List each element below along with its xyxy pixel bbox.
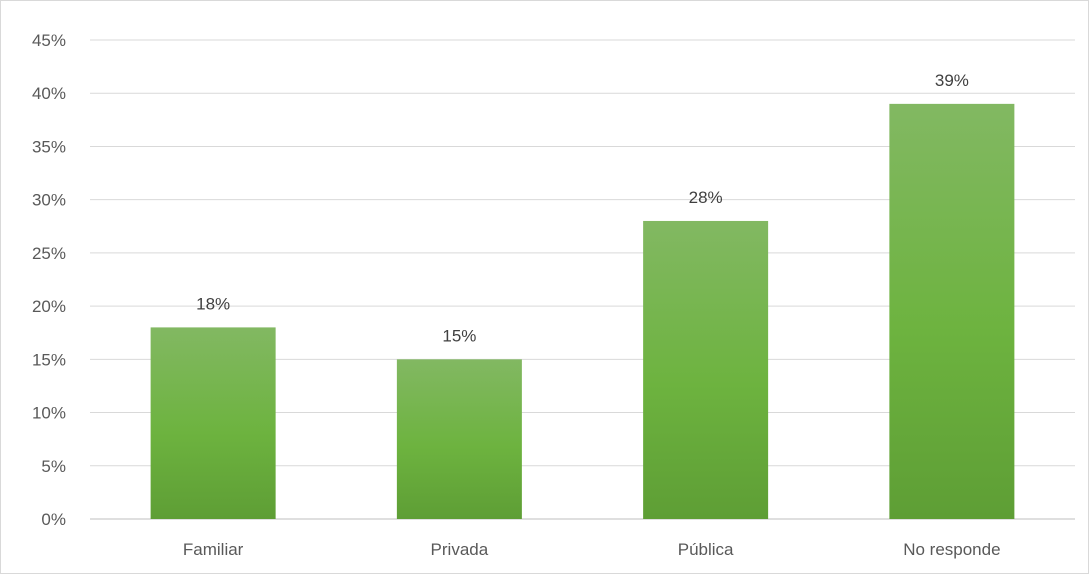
data-label: 39% <box>935 71 969 90</box>
y-tick-label: 5% <box>41 457 66 476</box>
x-axis-categories: Familiar Privada Pública No responde <box>183 540 1001 559</box>
category-label: Privada <box>431 540 489 559</box>
y-tick-label: 30% <box>32 191 66 210</box>
y-tick-label: 25% <box>32 244 66 263</box>
y-axis-ticks: 0% 5% 10% 15% 20% 25% 30% 35% 40% 45% <box>32 31 66 529</box>
y-tick-label: 0% <box>41 510 66 529</box>
bar <box>150 327 276 519</box>
bar <box>643 220 769 519</box>
data-label: 18% <box>196 294 230 313</box>
y-tick-label: 20% <box>32 297 66 316</box>
y-tick-label: 15% <box>32 350 66 369</box>
category-label: No responde <box>903 540 1000 559</box>
y-tick-label: 45% <box>32 31 66 50</box>
bar <box>396 359 522 519</box>
category-label: Familiar <box>183 540 244 559</box>
bars <box>150 103 1015 519</box>
y-tick-label: 40% <box>32 84 66 103</box>
category-label: Pública <box>678 540 734 559</box>
y-tick-label: 35% <box>32 137 66 156</box>
bar <box>889 103 1015 519</box>
y-tick-label: 10% <box>32 404 66 423</box>
data-labels: 18% 15% 28% 39% <box>196 71 969 345</box>
data-label: 28% <box>689 188 723 207</box>
data-label: 15% <box>442 326 476 345</box>
